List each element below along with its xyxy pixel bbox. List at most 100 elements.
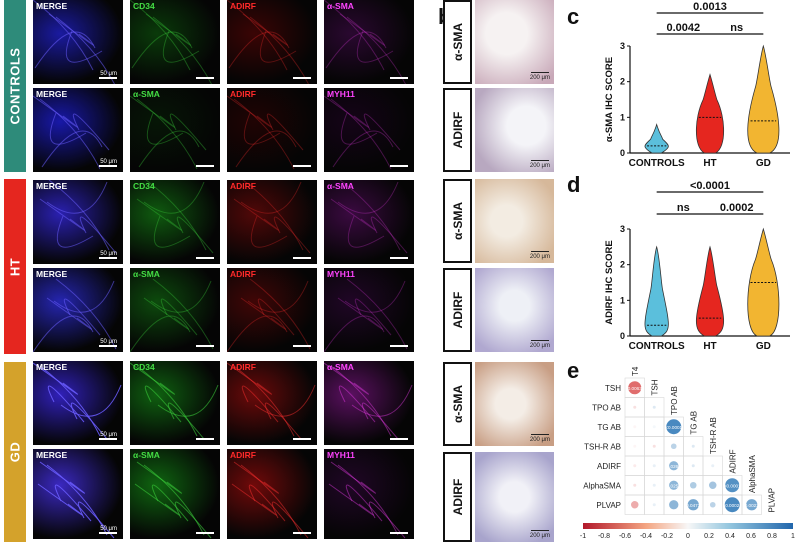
scale-bar xyxy=(531,159,549,161)
fluorescence-image: CD34 xyxy=(130,0,220,84)
ihc-image: 200 μm xyxy=(475,179,554,263)
correlation-circle xyxy=(669,480,679,490)
fluorescence-image: α-SMA xyxy=(324,180,414,264)
correlation-circle xyxy=(691,444,695,448)
correlation-circle xyxy=(652,464,656,468)
correlation-circle xyxy=(711,464,715,468)
scale-bar xyxy=(531,433,549,435)
correlation-circle xyxy=(709,481,717,489)
fluorescence-image: ADIRF xyxy=(227,449,317,539)
ihc-image: 200 μm xyxy=(475,88,554,172)
violin-body xyxy=(644,123,669,154)
channel-label: α-SMA xyxy=(133,89,160,99)
correlation-circle xyxy=(631,501,639,509)
correlation-circle xyxy=(633,405,637,409)
fluorescence-image: MYH11 xyxy=(324,88,414,172)
row-variable-label: AlphaSMA xyxy=(583,481,621,490)
ihc-image: 200 μm xyxy=(475,452,554,542)
scale-bar xyxy=(390,532,408,534)
column-variable-label: TSH xyxy=(650,379,659,395)
scale-bar-label: 50 μm xyxy=(100,432,117,438)
significance-label: <0.0001 xyxy=(690,180,730,192)
violin-plot-adirf: 0 1 2 3 ADIRF IHC SCORE CONTROLS HT GD ns 0.0002 <… xyxy=(604,180,790,352)
column-variable-label: ADIRF xyxy=(728,449,737,473)
ihc-stain-label: ADIRF xyxy=(443,452,472,542)
channel-label: ADIRF xyxy=(230,181,256,191)
y-tick-label: 0 xyxy=(620,331,625,341)
scale-bar-label: 50 μm xyxy=(100,71,117,77)
grid-cell xyxy=(741,494,762,515)
ihc-image: 200 μm xyxy=(475,362,554,446)
correlation-circle xyxy=(652,425,656,429)
correlation-circle xyxy=(633,444,637,448)
significance-label: 0.0013 xyxy=(693,1,727,13)
scale-bar xyxy=(293,77,311,79)
channel-label: ADIRF xyxy=(230,269,256,279)
significance-label: ns xyxy=(677,202,690,214)
column-variable-label: AlphaSMA xyxy=(748,455,757,493)
colorbar-tick-label: 0.4 xyxy=(725,533,735,540)
scale-bar xyxy=(293,345,311,347)
channel-label: MERGE xyxy=(36,181,68,191)
correlation-circle xyxy=(652,503,656,507)
scale-bar xyxy=(196,532,214,534)
fluorescence-image: α-SMA xyxy=(324,0,414,84)
scale-bar xyxy=(293,532,311,534)
channel-label: ADIRF xyxy=(230,89,256,99)
fluorescence-image: α-SMA xyxy=(130,268,220,352)
scale-bar-label: 200 μm xyxy=(529,254,550,260)
column-variable-label: PLVAP xyxy=(767,488,776,513)
significance-label: 0.0042 xyxy=(667,22,701,34)
p-value-label: 0.0267 xyxy=(667,464,681,469)
fluorescence-image: ADIRF xyxy=(227,361,317,445)
y-tick-label: 3 xyxy=(620,41,625,51)
correlation-circle xyxy=(633,425,637,429)
ihc-stain-label: α-SMA xyxy=(443,362,472,446)
channel-label: CD34 xyxy=(133,1,155,11)
correlation-circle xyxy=(633,483,637,487)
channel-label: CD34 xyxy=(133,362,155,372)
group-label-ht: HT xyxy=(4,179,26,354)
scale-bar xyxy=(196,438,214,440)
channel-label: MERGE xyxy=(36,450,68,460)
correlation-circle xyxy=(652,483,656,487)
ihc-image: 200 μm xyxy=(475,0,554,84)
fluorescence-image: MERGE 50 μm xyxy=(33,0,123,84)
scale-bar xyxy=(196,165,214,167)
correlation-circle xyxy=(628,381,642,395)
scale-bar xyxy=(390,438,408,440)
row-variable-label: TG AB xyxy=(597,423,621,432)
scale-bar xyxy=(390,165,408,167)
correlation-circle xyxy=(746,499,758,511)
fluorescence-image: ADIRF xyxy=(227,0,317,84)
fluorescence-image: MYH11 xyxy=(324,449,414,539)
violin-body xyxy=(644,245,669,337)
channel-label: MYH11 xyxy=(327,89,355,99)
column-variable-label: TG AB xyxy=(689,411,698,435)
channel-label: CD34 xyxy=(133,181,155,191)
scale-bar xyxy=(99,345,117,347)
scale-bar xyxy=(390,257,408,259)
x-tick-label: HT xyxy=(703,158,716,169)
scale-bar-label: 200 μm xyxy=(529,163,550,169)
channel-label: ADIRF xyxy=(230,1,256,11)
x-tick-label: CONTROLS xyxy=(629,341,685,352)
ihc-stain-label: ADIRF xyxy=(443,268,472,352)
correlation-matrix: T4 TSH TSH TPO AB TPO AB TG AB TG AB TSH-R AB TS… xyxy=(580,366,795,540)
scale-bar-label: 50 μm xyxy=(100,339,117,345)
scale-bar xyxy=(531,71,549,73)
fluorescence-image: MYH11 xyxy=(324,268,414,352)
y-tick-label: 3 xyxy=(620,224,625,234)
scale-bar xyxy=(293,438,311,440)
violin-body xyxy=(695,245,725,337)
fluorescence-image: MERGE 50 μm xyxy=(33,180,123,264)
row-variable-label: ADIRF xyxy=(597,462,621,471)
x-tick-label: CONTROLS xyxy=(629,158,685,169)
correlation-circle xyxy=(724,497,740,513)
channel-label: ADIRF xyxy=(230,362,256,372)
channel-label: α-SMA xyxy=(327,181,354,191)
channel-label: α-SMA xyxy=(133,269,160,279)
violin-body xyxy=(747,44,780,154)
column-variable-label: T4 xyxy=(631,366,640,376)
group-label-controls: CONTROLS xyxy=(4,0,26,172)
